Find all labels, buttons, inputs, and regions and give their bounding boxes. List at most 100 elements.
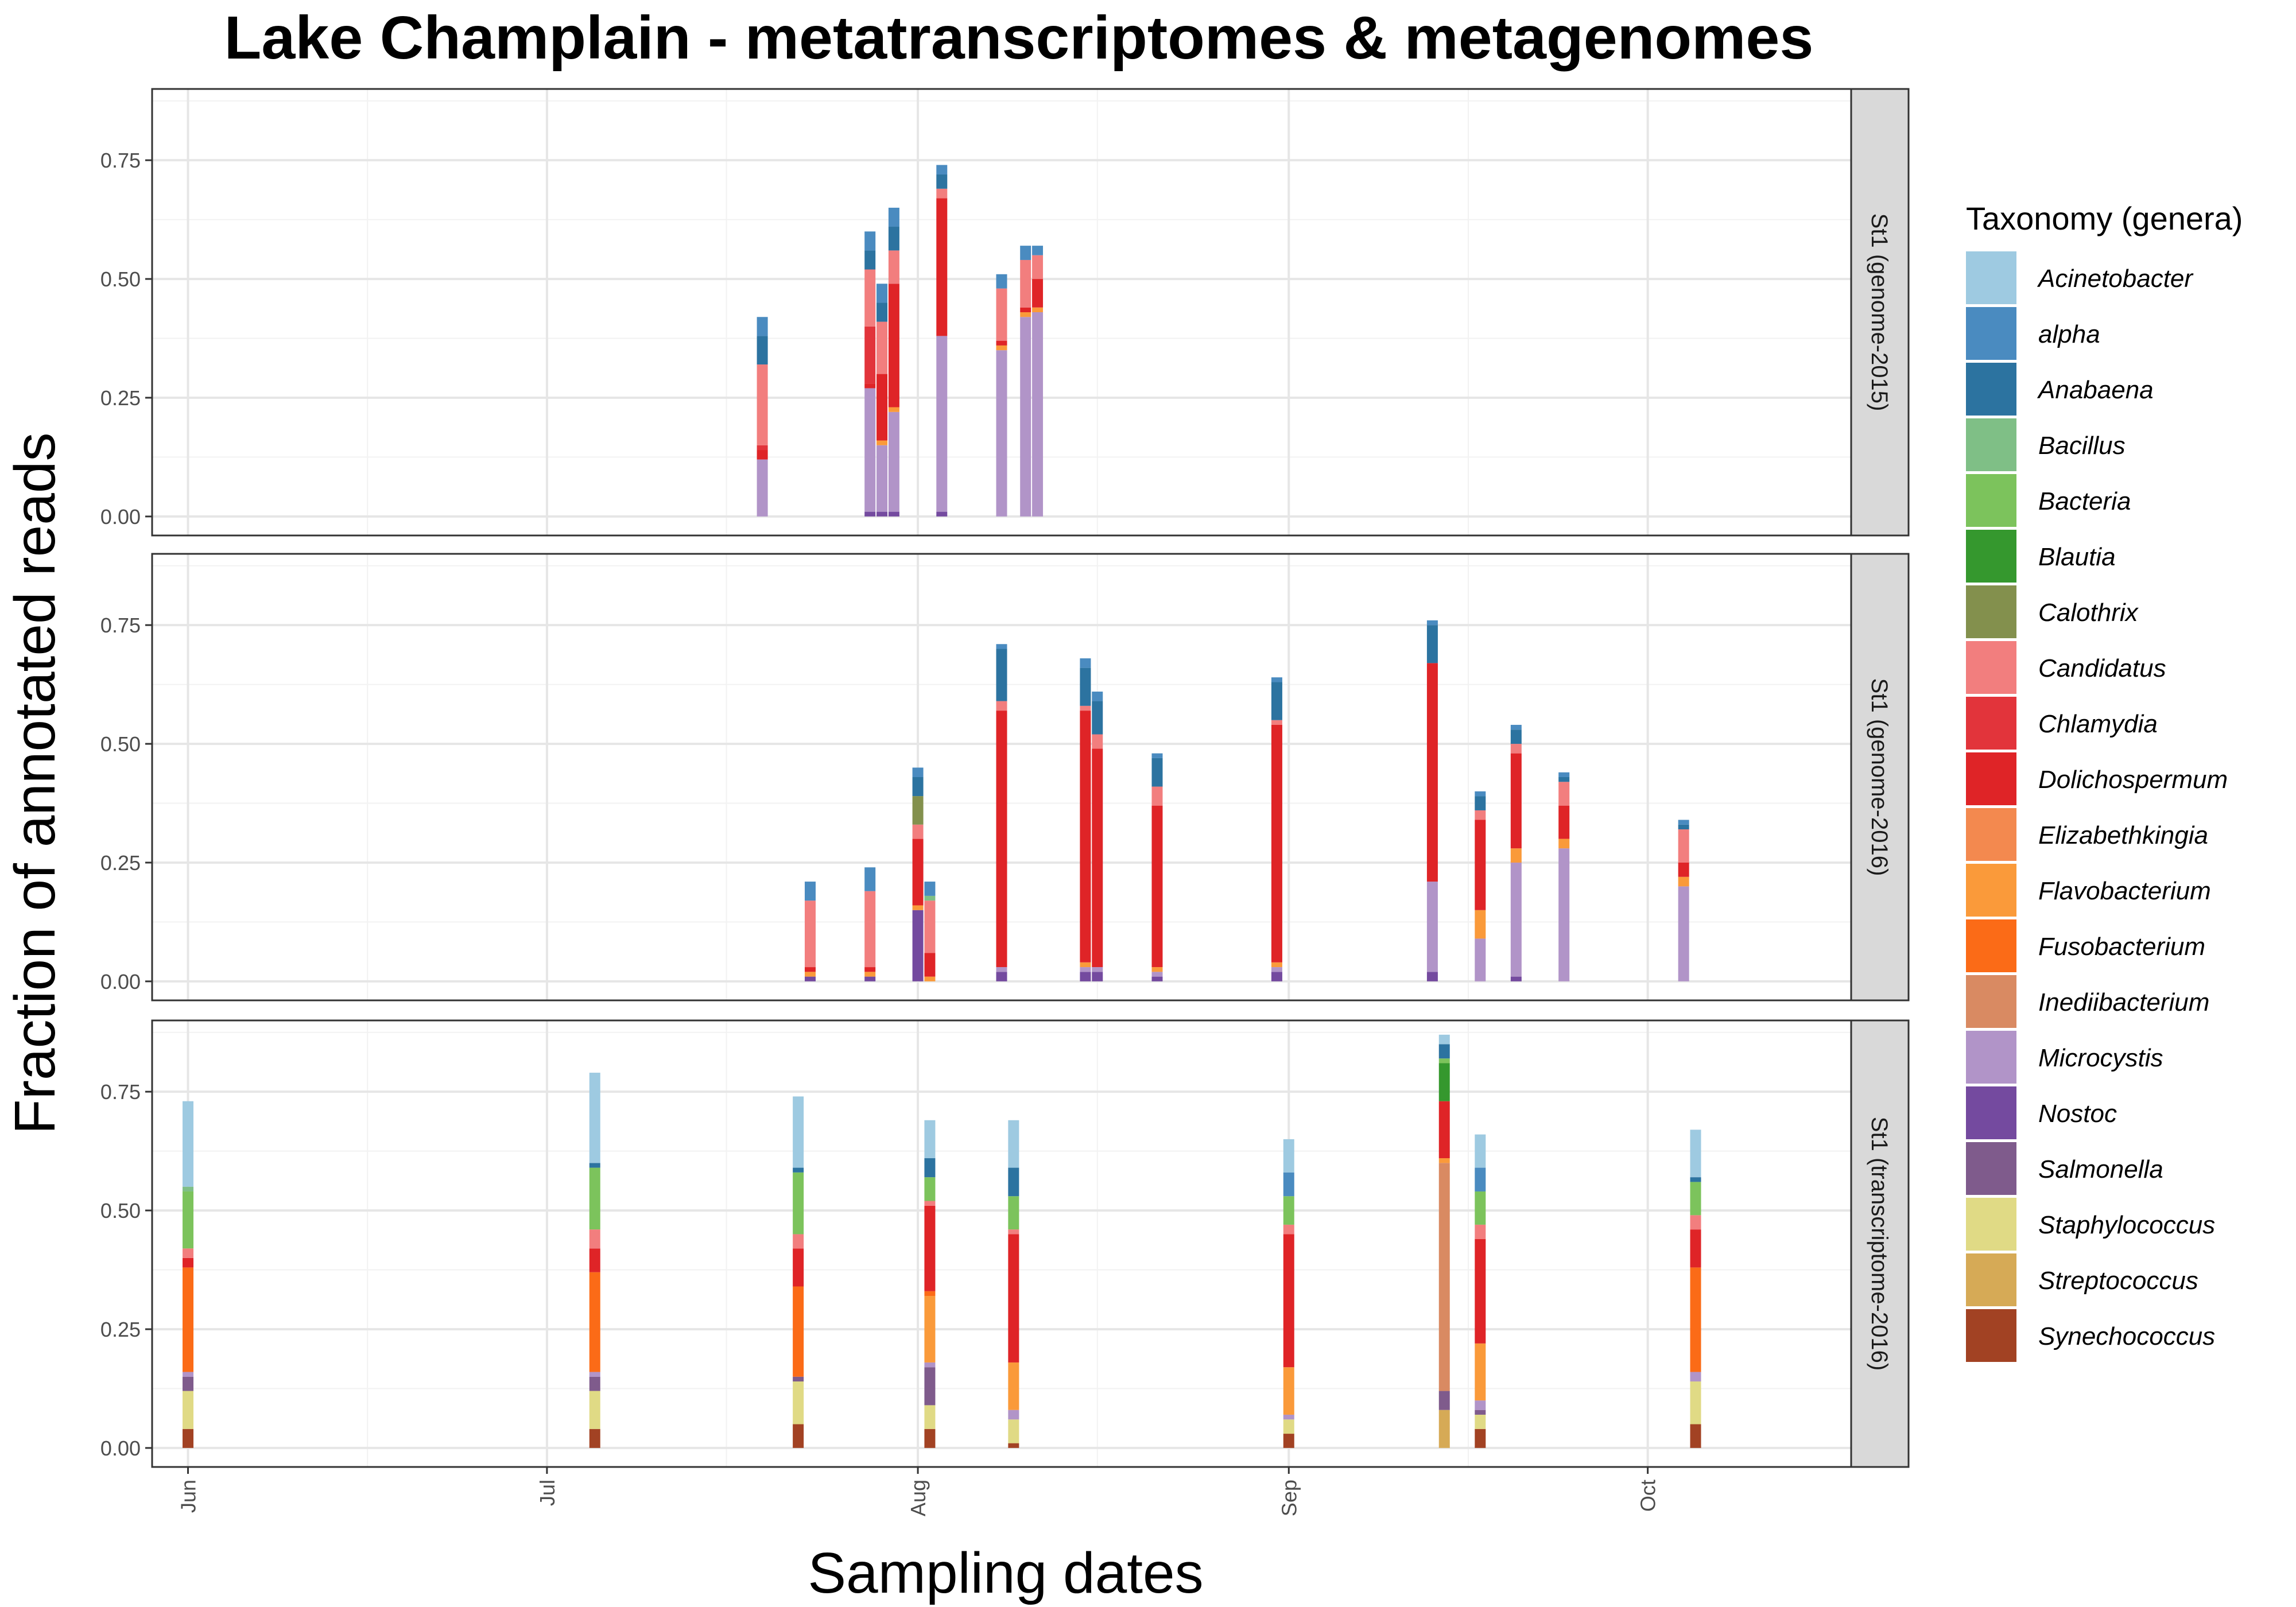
legend-entry-bacillus: Bacillus <box>1966 418 2126 471</box>
bar-segment-nostoc <box>1092 972 1103 981</box>
bar-stack-2016-07-22 <box>793 1096 804 1448</box>
y-tick-label: 0.75 <box>100 614 141 637</box>
bar-stack-2016-08-03 <box>936 165 948 517</box>
bar-segment-dolichospermum <box>888 284 899 407</box>
bar-segment-anabaena <box>912 777 924 797</box>
legend-entry-anabaena: Anabaena <box>1966 363 2154 416</box>
bar-stack-2016-09-01 <box>1283 1139 1294 1448</box>
bar-segment-microcystis <box>936 336 948 512</box>
bar-segment-flavobacterium <box>864 972 876 977</box>
bar-segment-candidatus <box>1008 1229 1019 1235</box>
bar-stack-2016-08-16 <box>1092 692 1103 981</box>
legend-entry-fusobacterium: Fusobacterium <box>1966 919 2205 972</box>
legend-label-staphylococcus: Staphylococcus <box>2038 1211 2215 1239</box>
bar-segment-microcystis <box>1271 967 1282 972</box>
bar-segment-flavobacterium <box>1558 839 1570 849</box>
bar-segment-dolichospermum <box>1426 663 1438 882</box>
bar-segment-calothrix <box>912 796 924 825</box>
bar-stack-2016-08-08 <box>996 274 1007 517</box>
legend-key-candidatus <box>1966 641 2016 694</box>
legend-label-flavobacterium: Flavobacterium <box>2038 877 2211 905</box>
bar-segment-dolichospermum <box>589 1248 600 1272</box>
bar-stack-2016-09-24 <box>1558 772 1570 981</box>
bar-segment-microcystis <box>183 1372 194 1377</box>
bar-stack-2016-09-17 <box>1475 791 1486 981</box>
legend-entry-blautia: Blautia <box>1966 530 2116 583</box>
bar-segment-anabaena <box>1558 777 1570 782</box>
legend-entry-nostoc: Nostoc <box>1966 1086 2117 1139</box>
facet-strip <box>1850 88 1910 537</box>
bar-segment-bacteria <box>1008 1196 1019 1230</box>
legend-label-blautia: Blautia <box>2038 543 2116 571</box>
bar-segment-candidatus <box>793 1234 804 1249</box>
bar-segment-bacillus <box>183 1186 194 1191</box>
bar-segment-synechococcus <box>589 1429 600 1448</box>
legend-key-dolichospermum <box>1966 752 2016 805</box>
bar-segment-candidatus <box>1092 734 1103 749</box>
bar-segment-candidatus <box>1690 1215 1701 1230</box>
bar-segment-candidatus <box>936 188 948 199</box>
bar-segment-bacillus <box>924 895 936 901</box>
bar-segment-flavobacterium <box>996 345 1007 351</box>
bar-stack-2016-08-09 <box>1008 1120 1019 1448</box>
bar-segment-alpha <box>864 867 876 891</box>
bar-stack-2016-06-01 <box>183 1101 194 1448</box>
bar-segment-nostoc <box>864 511 876 517</box>
bar-segment-fusobacterium <box>793 1286 804 1377</box>
bar-stack-2016-10-05 <box>1690 1129 1701 1448</box>
y-tick-label: 0.75 <box>100 149 141 172</box>
bar-stack-2016-07-29 <box>876 284 888 517</box>
bar-stack-2016-09-17 <box>1475 1134 1486 1448</box>
y-tick-label: 0.00 <box>100 1437 141 1460</box>
y-tick-label: 0.25 <box>100 386 141 410</box>
bar-segment-flavobacterium <box>1678 876 1689 887</box>
bar-segment-bacteria <box>1283 1196 1294 1225</box>
bar-segment-salmonella <box>183 1376 194 1391</box>
bar-segment-synechococcus <box>793 1424 804 1448</box>
bar-segment-nostoc <box>936 511 948 517</box>
bar-segment-streptococcus <box>1438 1410 1450 1448</box>
legend-key-fusobacterium <box>1966 919 2016 972</box>
legend: Taxonomy (genera) Acinetobacter alpha Anab… <box>1966 200 2243 1362</box>
bar-segment-microcystis <box>1151 972 1163 977</box>
bar-segment-staphylococcus <box>1283 1419 1294 1434</box>
bar-segment-flavobacterium <box>1475 1343 1486 1401</box>
bar-segment-acinetobacter <box>1690 1129 1701 1178</box>
legend-label-acinetobacter: Acinetobacter <box>2037 265 2194 293</box>
bar-segment-flavobacterium <box>876 440 888 445</box>
legend-label-nostoc: Nostoc <box>2038 1100 2117 1128</box>
bar-segment-alpha <box>804 882 816 901</box>
bar-segment-flavobacterium <box>1020 312 1031 317</box>
bar-segment-anabaena <box>1426 625 1438 663</box>
bar-segment-alpha <box>1475 791 1486 797</box>
bar-segment-microcystis <box>996 967 1007 972</box>
bar-segment-acinetobacter <box>924 1120 936 1159</box>
bar-stack-2016-07-23 <box>804 882 816 981</box>
bar-segment-flavobacterium <box>804 972 816 977</box>
x-axis: Jun Jul Aug Sep Oct <box>177 1467 1660 1516</box>
bar-segment-candidatus <box>876 321 888 374</box>
bar-segment-microcystis <box>1283 1414 1294 1420</box>
bar-segment-dolichospermum <box>1475 820 1486 910</box>
bar-segment-alpha <box>996 644 1007 649</box>
bar-segment-nostoc <box>1080 972 1091 981</box>
bar-segment-alpha <box>888 207 899 227</box>
bar-segment-dolichospermum <box>864 967 876 972</box>
bar-segment-candidatus <box>1271 720 1282 725</box>
legend-entry-chlamydia: Chlamydia <box>1966 697 2158 750</box>
facet-panels: 0.00 0.25 0.50 0.75 St1 (genome-2015) 0.00 0.2… <box>100 88 1910 1468</box>
bar-segment-flavobacterium <box>924 1296 936 1363</box>
legend-entry-flavobacterium: Flavobacterium <box>1966 864 2211 917</box>
legend-key-chlamydia <box>1966 697 2016 750</box>
bar-segment-alpha <box>924 882 936 896</box>
bar-segment-dolichospermum <box>1020 307 1031 312</box>
bar-segment-fusobacterium <box>1690 1267 1701 1372</box>
bar-segment-flavobacterium <box>924 976 936 981</box>
bar-segment-alpha <box>1426 620 1438 626</box>
bar-segment-staphylococcus <box>183 1391 194 1429</box>
bar-segment-anabaena <box>1271 682 1282 720</box>
bar-stack-2016-09-20 <box>1510 724 1522 981</box>
bar-segment-dolichospermum <box>1283 1234 1294 1368</box>
bar-segment-dolichospermum <box>876 374 888 441</box>
legend-label-dolichospermum: Dolichospermum <box>2038 766 2228 794</box>
